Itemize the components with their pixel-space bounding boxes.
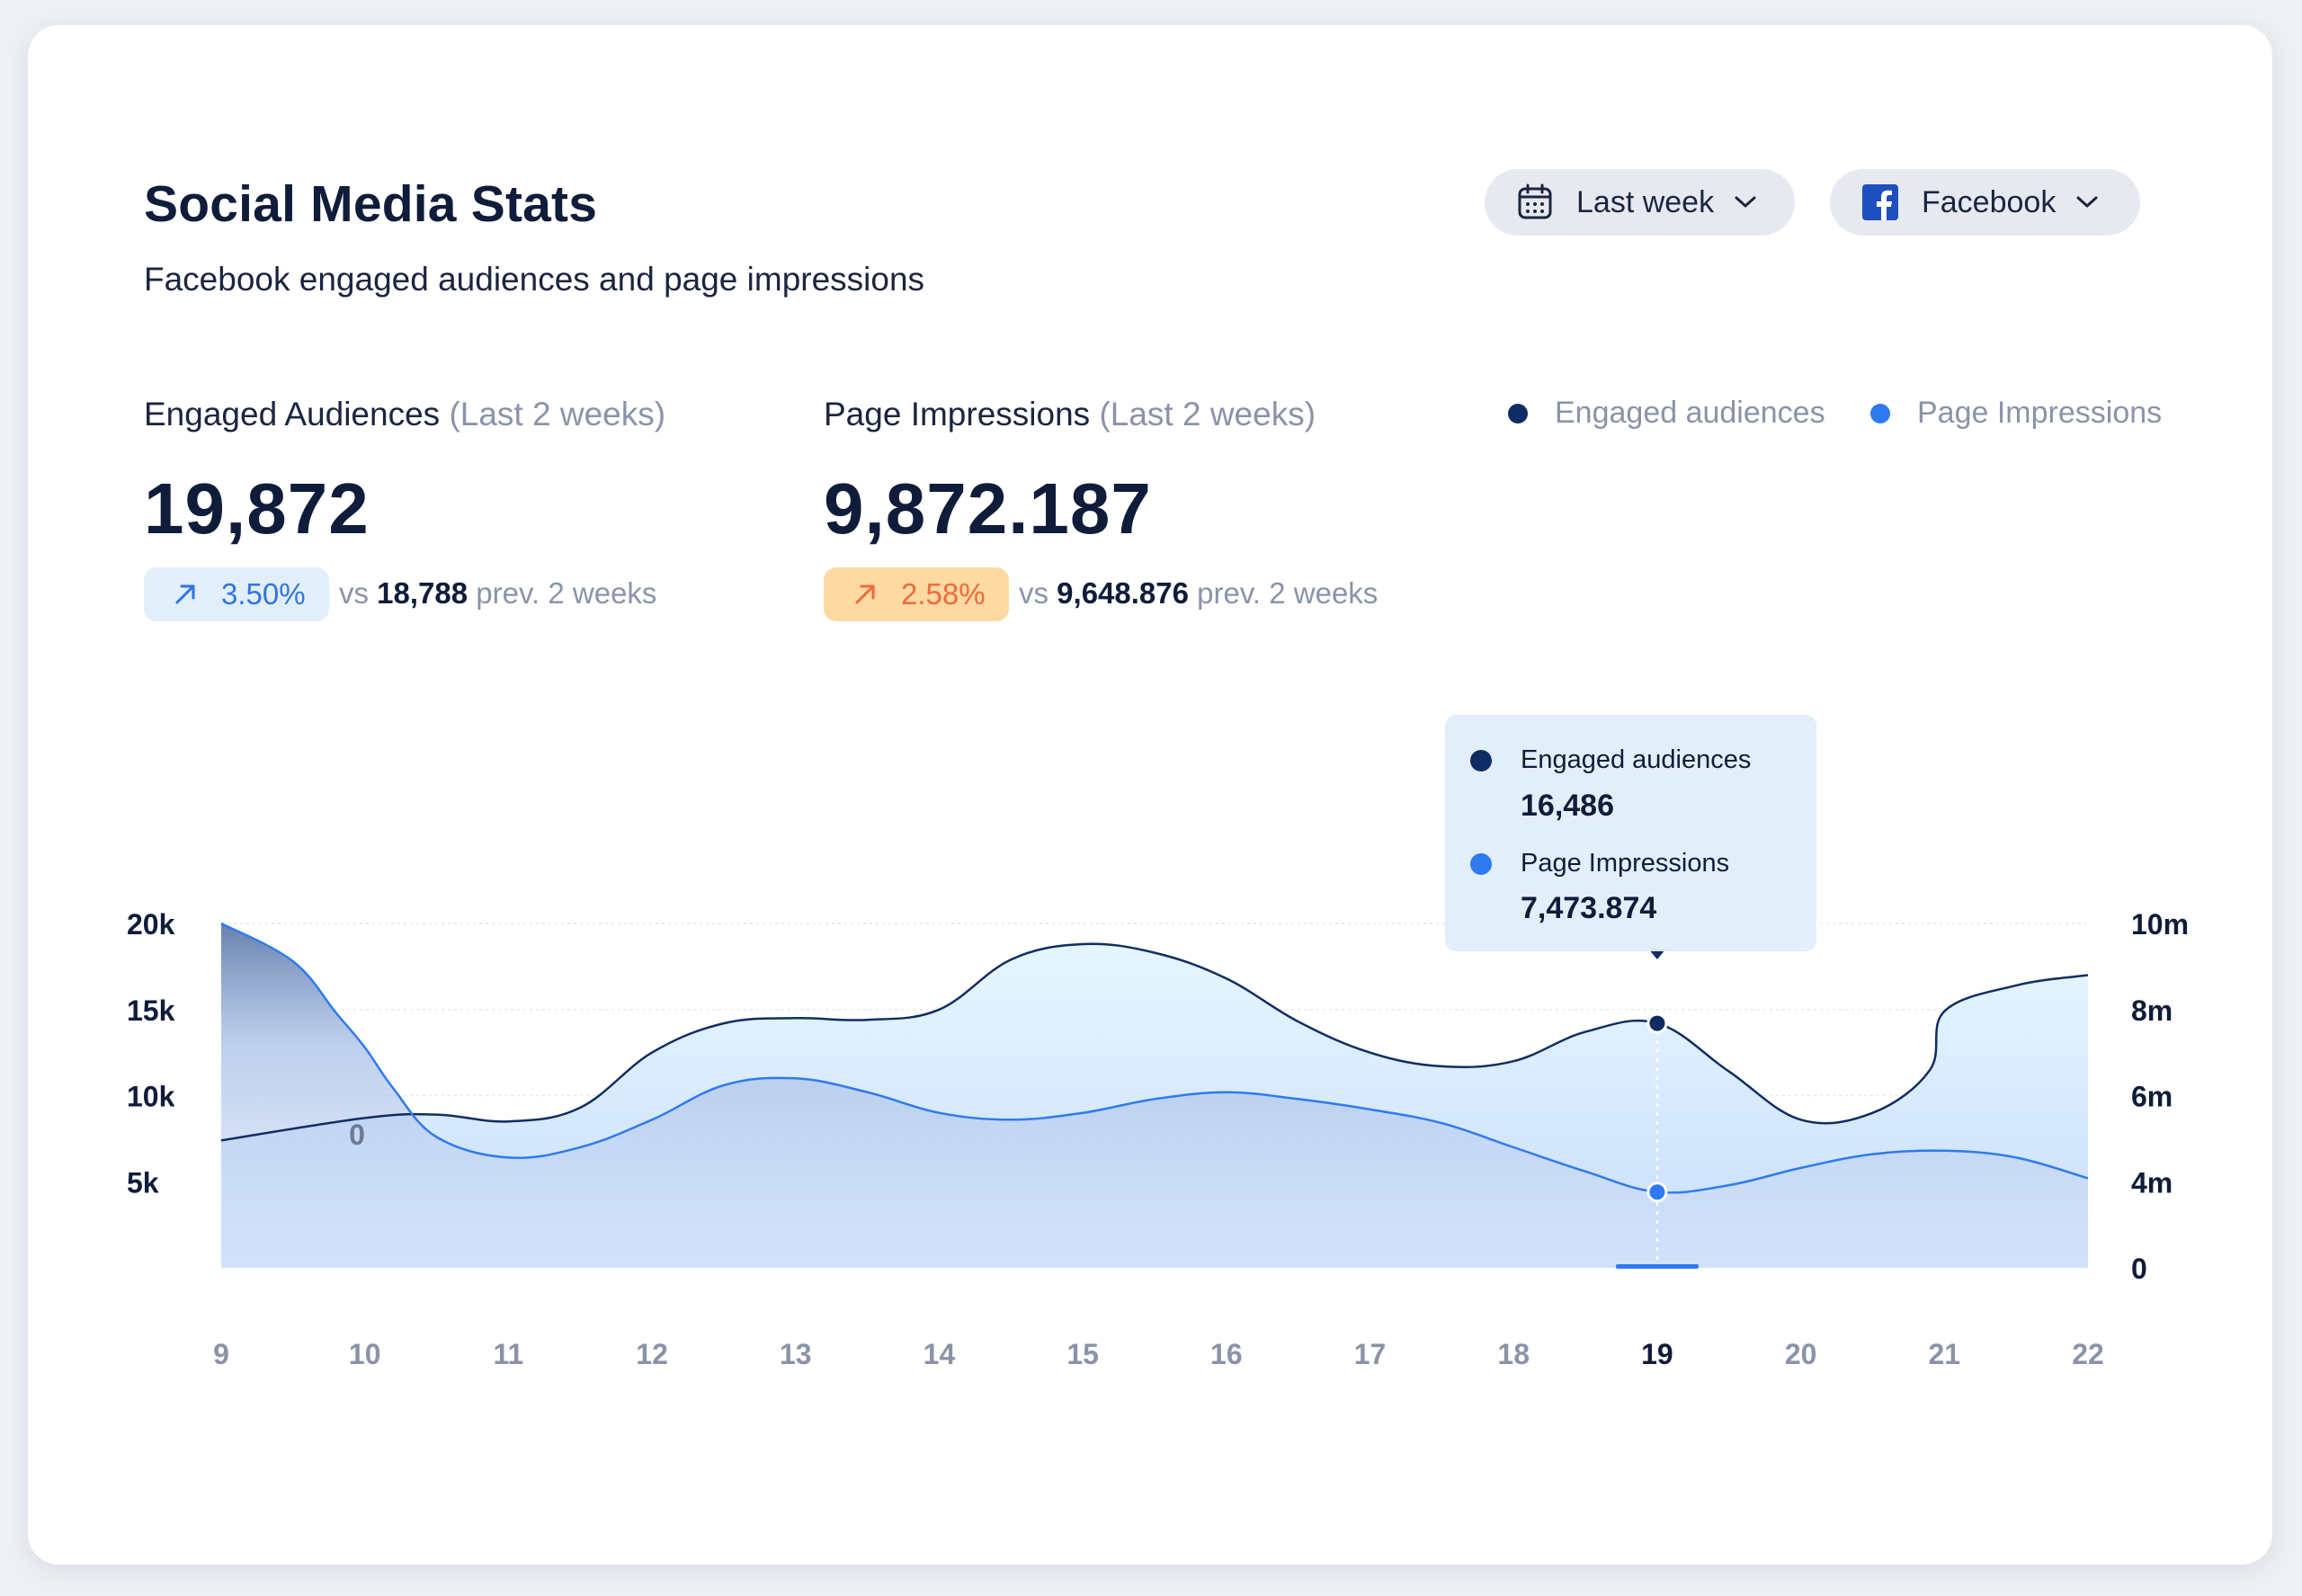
impressions-vs: vs (1019, 576, 1048, 610)
x-tick-label[interactable]: 22 (2072, 1338, 2104, 1370)
left-tick-label: 20k (127, 908, 175, 941)
chevron-down-icon (1735, 196, 1756, 208)
right-tick-label: 0 (2131, 1253, 2147, 1285)
impressions-hover-point (1646, 1181, 1668, 1203)
hover-markers (1646, 923, 1668, 1268)
chevron-down-icon (2076, 196, 2098, 208)
right-tick-label: 4m (2131, 1166, 2173, 1199)
tooltip-engaged-value: 16,486 (1521, 789, 1614, 823)
engaged-stat-period: (Last 2 weeks) (449, 396, 666, 432)
x-tick-label[interactable]: 10 (349, 1338, 381, 1370)
impressions-previous-suffix: prev. 2 weeks (1197, 576, 1379, 610)
stats-card (28, 25, 2272, 1565)
left-tick-label: 5k (127, 1166, 159, 1199)
left-tick-label: 15k (127, 994, 175, 1027)
tooltip-impressions-dot (1470, 852, 1492, 875)
legend-impressions[interactable]: Page Impressions (1870, 396, 2162, 431)
engaged-comparison: vs 18,788 prev. 2 weeks (339, 576, 656, 611)
engaged-change-badge: 3.50% (144, 567, 329, 621)
calendar-icon (1518, 183, 1552, 219)
arrow-up-right-icon (175, 584, 195, 604)
right-tick-label: 10m (2131, 908, 2189, 941)
page-title: Social Media Stats (144, 175, 598, 233)
impressions-change-badge: 2.58% (824, 567, 1009, 621)
x-tick-label[interactable]: 9 (213, 1338, 229, 1370)
engaged-line (220, 942, 2088, 1142)
x-tick-label[interactable]: 13 (780, 1338, 812, 1370)
impressions-area (221, 923, 2088, 1268)
x-tick-label[interactable]: 15 (1066, 1338, 1099, 1370)
stray-zero-label: 0 (349, 1119, 365, 1151)
engaged-stat-title: Engaged Audiences (144, 396, 441, 432)
engaged-change-value: 3.50% (221, 577, 306, 611)
engaged-previous-value: 18,788 (377, 576, 468, 610)
tooltip-pointer (1647, 949, 1666, 959)
tooltip-engaged-dot (1470, 749, 1492, 771)
right-tick-label: 6m (2131, 1081, 2173, 1113)
impressions-change-value: 2.58% (901, 577, 986, 611)
selected-day-indicator (1615, 1264, 1699, 1269)
chart-tooltip: Engaged audiences 16,486 Page Impression… (1445, 715, 1816, 951)
x-tick-label[interactable]: 20 (1785, 1338, 1817, 1370)
period-dropdown-label: Last week (1576, 184, 1715, 219)
period-dropdown[interactable]: Last week (1485, 169, 1795, 236)
tooltip-impressions-row: Page Impressions (1470, 849, 1729, 878)
left-axis: 20k 15k 10k 5k (127, 908, 175, 1199)
x-tick-label[interactable]: 17 (1354, 1338, 1387, 1370)
impressions-stat-title: Page Impressions (824, 396, 1091, 432)
x-tick-label[interactable]: 18 (1497, 1338, 1530, 1370)
platform-dropdown-label: Facebook (1922, 184, 2057, 219)
page-subtitle: Facebook engaged audiences and page impr… (144, 261, 925, 298)
right-axis: 10m 8m 6m 4m 0 (2131, 908, 2189, 1285)
engaged-previous-suffix: prev. 2 weeks (476, 576, 657, 610)
legend-engaged-label: Engaged audiences (1555, 396, 1825, 430)
x-tick-label[interactable]: 14 (923, 1338, 956, 1370)
tooltip-engaged-row: Engaged audiences (1470, 745, 1751, 775)
impressions-previous-value: 9,648.876 (1057, 576, 1189, 610)
tooltip-impressions-label: Page Impressions (1521, 849, 1730, 878)
arrow-up-right-icon (855, 584, 875, 604)
x-tick-label-selected[interactable]: 19 (1641, 1338, 1673, 1370)
x-tick-label[interactable]: 16 (1210, 1338, 1243, 1370)
engaged-vs: vs (339, 576, 369, 610)
impressions-stat-period: (Last 2 weeks) (1099, 396, 1316, 432)
legend-impressions-label: Page Impressions (1917, 396, 2163, 430)
tooltip-impressions-value: 7,473.874 (1521, 891, 1657, 925)
legend-engaged[interactable]: Engaged audiences (1508, 396, 1825, 431)
platform-dropdown[interactable]: Facebook (1830, 169, 2140, 236)
right-tick-label: 8m (2131, 994, 2173, 1027)
engaged-stat-value: 19,872 (144, 468, 370, 548)
impressions-comparison: vs 9,648.876 prev. 2 weeks (1019, 576, 1378, 611)
engaged-stat-label: Engaged Audiences (Last 2 weeks) (144, 396, 665, 433)
impressions-stat-value: 9,872.187 (824, 468, 1152, 548)
x-tick-label[interactable]: 12 (636, 1338, 668, 1370)
facebook-icon (1862, 184, 1898, 220)
impressions-stat-label: Page Impressions (Last 2 weeks) (824, 396, 1316, 433)
x-axis: 9 10 11 12 13 14 15 16 17 18 19 20 21 22 (213, 1338, 2104, 1370)
x-tick-label[interactable]: 21 (1929, 1338, 1961, 1370)
impressions-line (220, 922, 2088, 1194)
engaged-hover-point (1646, 1012, 1668, 1034)
legend-engaged-dot (1508, 403, 1528, 424)
legend-impressions-dot (1870, 403, 1890, 424)
left-tick-label: 10k (127, 1081, 175, 1113)
tooltip-engaged-label: Engaged audiences (1521, 745, 1752, 774)
x-tick-label[interactable]: 11 (493, 1338, 523, 1370)
